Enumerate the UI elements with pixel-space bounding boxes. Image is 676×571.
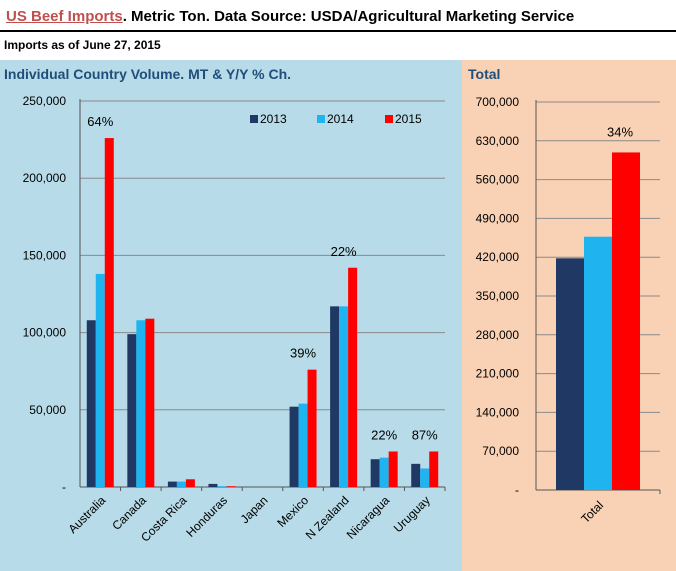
bar-n-zealand-2013 bbox=[330, 306, 340, 487]
bar-canada-2014 bbox=[136, 320, 146, 487]
bar-total-2014 bbox=[584, 236, 612, 490]
title-rest: . Metric Ton. Data Source: USDA/Agricult… bbox=[122, 8, 575, 25]
bar-honduras-2015 bbox=[226, 486, 236, 487]
bar-uruguay-2013 bbox=[411, 463, 421, 487]
y-tick-label: 490,000 bbox=[476, 211, 520, 225]
x-category-label: Honduras bbox=[183, 493, 230, 540]
legend-label-2013: 2013 bbox=[260, 112, 287, 126]
x-category-label: Total bbox=[578, 498, 606, 526]
legend-label-2015: 2015 bbox=[395, 112, 422, 126]
legend-label-2014: 2014 bbox=[327, 112, 354, 126]
bar-nicaragua-2015 bbox=[388, 451, 398, 487]
y-tick-label: 140,000 bbox=[476, 405, 520, 419]
total-volume-chart: - 70,000 140,000 210,000 280,000 350,000 420,0… bbox=[476, 95, 661, 526]
bar-mexico-2013 bbox=[289, 406, 299, 487]
y-tick-label: 630,000 bbox=[476, 134, 520, 148]
legend-swatch-2014 bbox=[317, 115, 325, 123]
y-tick-label: - bbox=[62, 480, 66, 494]
bar-mexico-2014 bbox=[298, 403, 308, 487]
bar-uruguay-2015 bbox=[429, 451, 439, 487]
pct-change-label-mexico: 39% bbox=[290, 346, 316, 361]
bar-honduras-2013 bbox=[208, 483, 218, 487]
y-tick-label: 420,000 bbox=[476, 250, 520, 264]
total-chart-title: Total bbox=[468, 66, 501, 82]
x-category-label: N Zealand bbox=[303, 493, 352, 542]
bar-canada-2015 bbox=[145, 318, 155, 487]
pct-change-label-uruguay: 87% bbox=[412, 427, 438, 442]
legend-swatch-2015 bbox=[385, 115, 393, 123]
y-tick-label: 150,000 bbox=[23, 248, 67, 262]
y-tick-label: 70,000 bbox=[482, 444, 519, 458]
page-subtitle: Imports as of June 27, 2015 bbox=[4, 38, 161, 52]
bar-uruguay-2014 bbox=[420, 468, 430, 487]
country-chart-title: Individual Country Volume. MT & Y/Y % Ch… bbox=[4, 66, 292, 82]
bar-n-zealand-2014 bbox=[339, 306, 349, 487]
pct-change-label-australia: 64% bbox=[87, 114, 113, 129]
bar-total-2015 bbox=[612, 152, 640, 490]
y-tick-label: 100,000 bbox=[23, 326, 67, 340]
pct-change-label-n-zealand: 22% bbox=[331, 244, 357, 259]
bar-australia-2015 bbox=[104, 138, 114, 487]
bar-australia-2013 bbox=[86, 320, 96, 487]
bar-nicaragua-2014 bbox=[379, 457, 389, 487]
y-tick-label: 250,000 bbox=[23, 94, 67, 108]
y-tick-label: 50,000 bbox=[29, 403, 66, 417]
title-brand: US Beef Imports bbox=[6, 8, 123, 25]
country-volume-chart: - 50,000 100,000 150,000 200,000 250,000 Austr… bbox=[23, 94, 446, 545]
bar-nicaragua-2013 bbox=[370, 459, 380, 487]
page-title: US Beef Imports. Metric Ton. Data Source… bbox=[6, 8, 574, 25]
y-tick-label: 200,000 bbox=[23, 171, 67, 185]
y-tick-label: 350,000 bbox=[476, 289, 520, 303]
title-divider bbox=[0, 30, 676, 32]
x-category-label: Canada bbox=[109, 493, 149, 533]
y-tick-label: 700,000 bbox=[476, 95, 520, 109]
bar-canada-2013 bbox=[127, 334, 137, 487]
pct-change-label-total: 34% bbox=[607, 124, 633, 139]
x-category-label: Japan bbox=[238, 493, 271, 526]
bar-mexico-2015 bbox=[307, 369, 317, 487]
bar-costa-rica-2015 bbox=[185, 479, 195, 487]
legend-swatch-2013 bbox=[250, 115, 258, 123]
x-category-label: Nicaragua bbox=[344, 493, 393, 542]
x-category-label: Australia bbox=[65, 493, 108, 536]
y-tick-label: - bbox=[515, 483, 519, 497]
x-category-label: Mexico bbox=[274, 493, 311, 530]
bar-costa-rica-2013 bbox=[167, 481, 177, 487]
country-chart-panel: Individual Country Volume. MT & Y/Y % Ch… bbox=[0, 60, 462, 571]
y-tick-label: 210,000 bbox=[476, 367, 520, 381]
x-category-label: Uruguay bbox=[391, 493, 433, 535]
y-tick-label: 560,000 bbox=[476, 173, 520, 187]
bar-australia-2014 bbox=[95, 273, 105, 487]
bar-honduras-2014 bbox=[217, 486, 227, 487]
bar-total-2013 bbox=[556, 258, 584, 490]
bar-costa-rica-2014 bbox=[176, 481, 186, 487]
bar-n-zealand-2015 bbox=[348, 267, 358, 487]
total-chart-panel: Total - 70,000 140,000 210,000 280,000 350,00… bbox=[462, 60, 676, 571]
pct-change-label-nicaragua: 22% bbox=[371, 427, 397, 442]
y-tick-label: 280,000 bbox=[476, 328, 520, 342]
